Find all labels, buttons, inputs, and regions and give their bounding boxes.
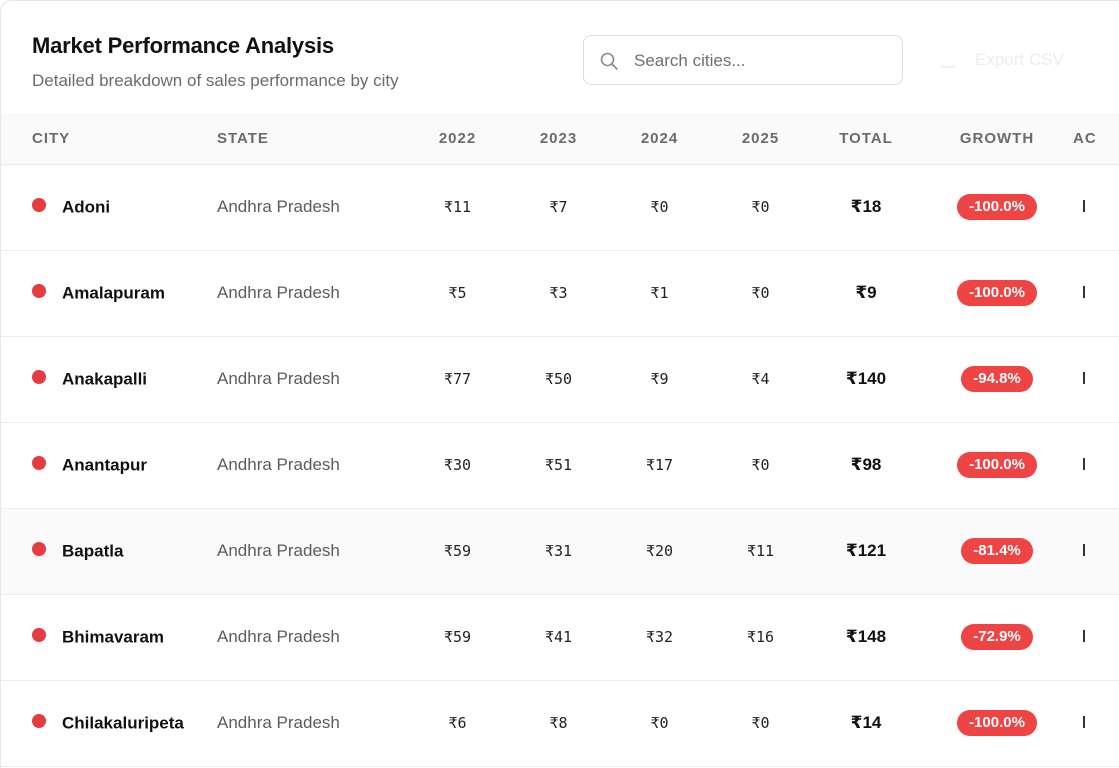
growth-badge: -94.8% — [961, 366, 1033, 392]
state-name: Andhra Pradesh — [217, 283, 340, 302]
column-header-2025[interactable]: 2025 — [710, 113, 811, 165]
download-icon — [941, 54, 955, 68]
export-label: Export CSV — [975, 50, 1064, 69]
row-action-icon[interactable] — [1083, 716, 1085, 728]
table-row[interactable]: Anakapalli Andhra Pradesh ₹77 ₹50 ₹9 ₹4 … — [1, 336, 1119, 422]
value-2024: ₹17 — [645, 456, 674, 474]
row-action-icon[interactable] — [1083, 544, 1085, 556]
state-name: Andhra Pradesh — [217, 197, 340, 216]
city-name: Chilakaluripeta — [62, 713, 184, 733]
search-box[interactable] — [583, 35, 903, 85]
table-row[interactable]: Amalapuram Andhra Pradesh ₹5 ₹3 ₹1 ₹0 ₹9… — [1, 250, 1119, 336]
value-2024: ₹20 — [645, 542, 674, 560]
value-2022: ₹6 — [448, 714, 467, 732]
growth-badge: -81.4% — [961, 538, 1033, 564]
total-value: ₹9 — [855, 283, 877, 302]
total-value: ₹148 — [845, 627, 887, 646]
city-name: Adoni — [62, 197, 111, 217]
value-2024: ₹0 — [650, 198, 669, 216]
column-header-actions: AC — [1073, 113, 1119, 165]
state-name: Andhra Pradesh — [217, 369, 340, 388]
value-2023: ₹8 — [549, 714, 568, 732]
growth-badge: -100.0% — [957, 710, 1037, 736]
column-header-city[interactable]: CITY — [1, 113, 217, 165]
value-2022: ₹59 — [443, 542, 472, 560]
city-name: Anakapalli — [62, 369, 148, 389]
value-2023: ₹41 — [544, 628, 573, 646]
status-dot — [32, 284, 46, 299]
page-title: Market Performance Analysis — [32, 33, 334, 58]
card-header: Market Performance Analysis Detailed bre… — [1, 1, 1119, 113]
column-header-2022[interactable]: 2022 — [407, 113, 508, 165]
column-header-2023[interactable]: 2023 — [508, 113, 609, 165]
growth-badge: -100.0% — [957, 194, 1037, 220]
row-action-icon[interactable] — [1083, 458, 1085, 470]
city-name: Amalapuram — [62, 283, 165, 303]
state-name: Andhra Pradesh — [217, 455, 340, 474]
value-2025: ₹0 — [751, 714, 770, 732]
column-header-2024[interactable]: 2024 — [609, 113, 710, 165]
column-header-growth[interactable]: GROWTH — [921, 113, 1073, 165]
export-csv-button[interactable]: Export CSV — [941, 45, 1064, 75]
value-2022: ₹30 — [443, 456, 472, 474]
table-row[interactable]: Bapatla Andhra Pradesh ₹59 ₹31 ₹20 ₹11 ₹… — [1, 508, 1119, 594]
growth-badge: -100.0% — [957, 280, 1037, 306]
value-2024: ₹1 — [650, 284, 669, 302]
table-row[interactable]: Chilakaluripeta Andhra Pradesh ₹6 ₹8 ₹0 … — [1, 680, 1119, 766]
value-2023: ₹51 — [544, 456, 573, 474]
status-dot — [32, 456, 46, 471]
row-action-icon[interactable] — [1083, 200, 1085, 212]
state-name: Andhra Pradesh — [217, 541, 340, 560]
total-value: ₹98 — [850, 455, 882, 474]
search-input[interactable] — [634, 48, 894, 74]
state-name: Andhra Pradesh — [217, 627, 340, 646]
page-subtitle: Detailed breakdown of sales performance … — [32, 71, 399, 90]
value-2024: ₹9 — [650, 370, 669, 388]
growth-badge: -100.0% — [957, 452, 1037, 478]
total-value: ₹121 — [845, 541, 887, 560]
column-header-state[interactable]: STATE — [217, 113, 407, 165]
growth-badge: -72.9% — [961, 624, 1033, 650]
value-2023: ₹50 — [544, 370, 573, 388]
value-2023: ₹3 — [549, 284, 568, 302]
row-action-icon[interactable] — [1083, 286, 1085, 298]
status-dot — [32, 714, 46, 729]
city-name: Anantapur — [62, 455, 147, 475]
value-2022: ₹11 — [443, 198, 472, 216]
value-2023: ₹7 — [549, 198, 568, 216]
value-2023: ₹31 — [544, 542, 573, 560]
status-dot — [32, 628, 46, 643]
value-2022: ₹77 — [443, 370, 472, 388]
total-value: ₹18 — [850, 197, 882, 216]
value-2025: ₹11 — [746, 542, 775, 560]
table-body: Adoni Andhra Pradesh ₹11 ₹7 ₹0 ₹0 ₹18 -1… — [1, 164, 1119, 766]
table-row[interactable]: Bhimavaram Andhra Pradesh ₹59 ₹41 ₹32 ₹1… — [1, 594, 1119, 680]
total-value: ₹140 — [845, 369, 887, 388]
city-name: Bhimavaram — [62, 627, 165, 647]
column-header-total[interactable]: TOTAL — [811, 113, 921, 165]
value-2025: ₹16 — [746, 628, 775, 646]
value-2025: ₹4 — [751, 370, 770, 388]
total-value: ₹14 — [850, 713, 882, 732]
value-2024: ₹32 — [645, 628, 674, 646]
value-2025: ₹0 — [751, 198, 770, 216]
value-2022: ₹59 — [443, 628, 472, 646]
value-2024: ₹0 — [650, 714, 669, 732]
value-2022: ₹5 — [448, 284, 467, 302]
row-action-icon[interactable] — [1083, 630, 1085, 642]
value-2025: ₹0 — [751, 456, 770, 474]
city-name: Bapatla — [62, 541, 124, 561]
state-name: Andhra Pradesh — [217, 713, 340, 732]
status-dot — [32, 370, 46, 385]
table-header: CITY STATE 2022 2023 2024 2025 TOTAL GRO… — [1, 113, 1119, 165]
table-row[interactable]: Anantapur Andhra Pradesh ₹30 ₹51 ₹17 ₹0 … — [1, 422, 1119, 508]
row-action-icon[interactable] — [1083, 372, 1085, 384]
value-2025: ₹0 — [751, 284, 770, 302]
city-performance-table: CITY STATE 2022 2023 2024 2025 TOTAL GRO… — [1, 113, 1119, 767]
status-dot — [32, 542, 46, 557]
table-row[interactable]: Adoni Andhra Pradesh ₹11 ₹7 ₹0 ₹0 ₹18 -1… — [1, 164, 1119, 250]
status-dot — [32, 198, 46, 213]
search-icon — [600, 52, 618, 70]
